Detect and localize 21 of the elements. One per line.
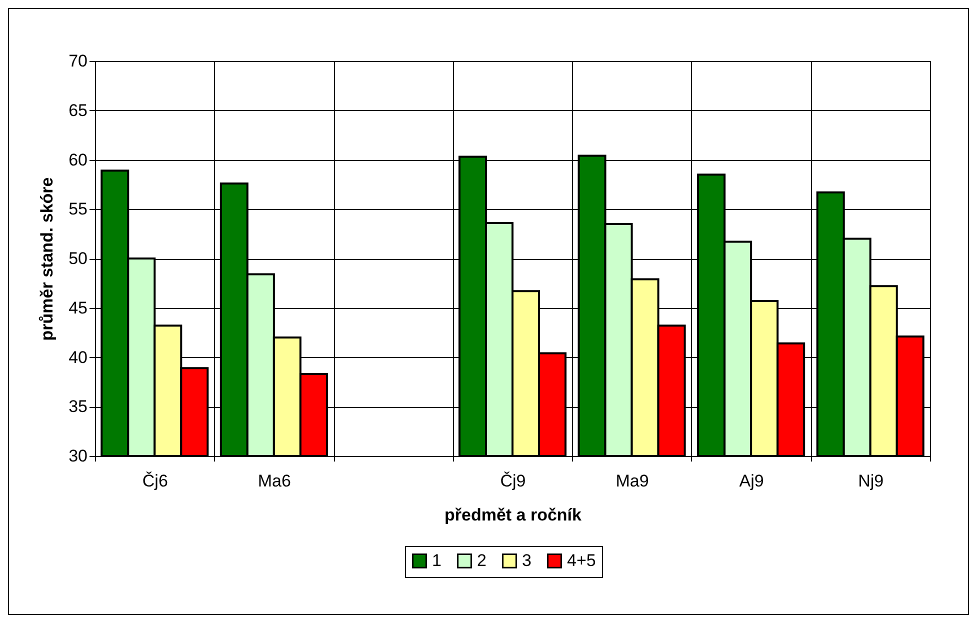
legend-label: 4+5 (567, 550, 596, 570)
y-tick-label: 40 (68, 348, 88, 367)
y-tick-label: 30 (68, 446, 88, 466)
x-tick-label: Čj6 (142, 472, 168, 490)
x-tick-label: Ma9 (616, 472, 649, 490)
x-tick-label: Ma6 (258, 472, 291, 490)
legend-label: 2 (477, 550, 486, 570)
x-tick-label: Čj9 (500, 472, 526, 490)
y-axis-title: průměr stand. skóre (38, 177, 57, 341)
x-axis-title: předmět a ročník (444, 506, 582, 524)
legend-label: 1 (432, 550, 442, 570)
y-tick-label: 55 (68, 200, 88, 219)
y-tick-label: 50 (68, 249, 88, 268)
y-tick-label: 70 (68, 52, 88, 70)
y-tick-label: 65 (68, 100, 88, 120)
y-tick-label: 60 (68, 150, 88, 170)
x-tick-label: Aj9 (739, 472, 764, 490)
x-tick-label: Nj9 (858, 472, 884, 490)
legend-label: 3 (522, 550, 532, 570)
y-tick-label: 35 (68, 397, 88, 416)
y-tick-label: 45 (68, 298, 88, 318)
